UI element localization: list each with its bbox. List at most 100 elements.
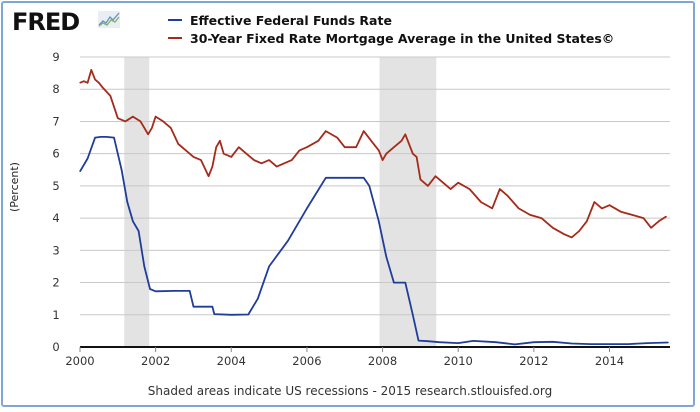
data-point-fedfunds bbox=[100, 136, 102, 138]
data-point-mortgage bbox=[442, 182, 444, 184]
data-point-mortgage bbox=[608, 204, 611, 206]
y-tick-label: 0 bbox=[52, 340, 59, 354]
x-tick-label: 2002 bbox=[141, 354, 170, 368]
y-tick-label: 4 bbox=[52, 211, 59, 225]
data-point-mortgage bbox=[177, 143, 179, 145]
data-point-mortgage bbox=[283, 162, 285, 164]
legend-swatch-mortgage bbox=[168, 37, 182, 39]
chart-frame bbox=[1, 1, 695, 407]
data-point-fedfunds bbox=[79, 170, 81, 172]
y-tick-label: 2 bbox=[52, 276, 59, 290]
data-point-mortgage bbox=[540, 217, 543, 219]
data-point-mortgage bbox=[571, 236, 573, 239]
data-point-fedfunds bbox=[385, 256, 387, 258]
data-point-mortgage bbox=[98, 82, 100, 84]
y-tick-label: 5 bbox=[52, 179, 59, 193]
data-point-mortgage bbox=[450, 188, 452, 190]
data-point-mortgage bbox=[276, 165, 278, 168]
data-point-mortgage bbox=[363, 130, 365, 132]
data-point-mortgage bbox=[230, 156, 232, 158]
data-point-mortgage bbox=[529, 214, 531, 216]
data-point-mortgage bbox=[207, 175, 210, 177]
data-point-fedfunds bbox=[325, 177, 327, 179]
data-point-fedfunds bbox=[189, 290, 191, 292]
data-point-fedfunds bbox=[378, 220, 380, 222]
x-tick-label: 2010 bbox=[444, 354, 473, 368]
fred-logo: FRED bbox=[12, 8, 80, 36]
data-point-mortgage bbox=[79, 82, 81, 84]
data-point-fedfunds bbox=[155, 290, 157, 292]
data-point-fedfunds bbox=[438, 341, 440, 343]
data-point-mortgage bbox=[298, 149, 300, 152]
data-point-mortgage bbox=[506, 194, 508, 197]
data-point-mortgage bbox=[192, 156, 195, 158]
data-point-mortgage bbox=[325, 130, 327, 132]
data-point-mortgage bbox=[593, 201, 595, 203]
data-point-mortgage bbox=[117, 117, 119, 119]
series-line-fedfunds bbox=[79, 135, 669, 346]
data-point-mortgage bbox=[457, 182, 459, 184]
y-tick-label: 1 bbox=[52, 308, 59, 322]
data-point-mortgage bbox=[586, 220, 588, 222]
data-point-mortgage bbox=[155, 116, 157, 118]
data-point-fedfunds bbox=[143, 265, 145, 268]
data-point-fedfunds bbox=[417, 339, 420, 342]
data-point-mortgage bbox=[518, 207, 520, 210]
data-point-fedfunds bbox=[552, 341, 554, 343]
x-tick-label: 2006 bbox=[292, 354, 321, 368]
data-point-mortgage bbox=[132, 116, 134, 118]
data-point-mortgage bbox=[385, 153, 387, 155]
data-point-fedfunds bbox=[94, 136, 96, 139]
data-point-mortgage bbox=[211, 165, 213, 168]
data-point-mortgage bbox=[124, 120, 126, 123]
recession-band-1 bbox=[379, 57, 437, 347]
legend-label-fedfunds: Effective Federal Funds Rate bbox=[190, 12, 392, 28]
data-point-fedfunds bbox=[126, 201, 128, 203]
data-point-mortgage bbox=[419, 178, 421, 181]
data-point-mortgage bbox=[468, 188, 471, 190]
data-point-mortgage bbox=[404, 133, 406, 135]
data-point-fedfunds bbox=[121, 169, 123, 171]
data-point-fedfunds bbox=[589, 343, 592, 345]
data-point-mortgage bbox=[416, 156, 418, 158]
y-tick-label: 3 bbox=[52, 243, 59, 257]
data-point-mortgage bbox=[260, 162, 263, 164]
data-point-fedfunds bbox=[627, 343, 629, 345]
y-tick-label: 7 bbox=[52, 114, 59, 128]
data-point-fedfunds bbox=[368, 185, 370, 187]
data-point-fedfunds bbox=[495, 341, 497, 343]
legend: Effective Federal Funds Rate 30-Year Fix… bbox=[168, 11, 614, 47]
data-point-mortgage bbox=[381, 159, 384, 161]
data-point-mortgage bbox=[393, 146, 395, 148]
data-point-mortgage bbox=[480, 201, 482, 203]
data-point-mortgage bbox=[434, 175, 437, 177]
data-point-fedfunds bbox=[427, 340, 429, 342]
data-point-fedfunds bbox=[608, 343, 611, 345]
data-point-mortgage bbox=[400, 140, 403, 142]
data-point-mortgage bbox=[370, 140, 372, 142]
data-point-mortgage bbox=[139, 120, 142, 123]
data-point-fedfunds bbox=[257, 298, 259, 300]
data-point-fedfunds bbox=[86, 157, 89, 160]
data-point-fedfunds bbox=[268, 265, 270, 268]
data-point-fedfunds bbox=[457, 342, 459, 344]
y-tick-label: 9 bbox=[52, 50, 59, 64]
data-point-mortgage bbox=[215, 146, 217, 148]
data-point-mortgage bbox=[219, 140, 221, 142]
data-point-fedfunds bbox=[247, 313, 249, 316]
data-point-fedfunds bbox=[192, 306, 195, 308]
data-point-fedfunds bbox=[646, 342, 648, 344]
data-point-fedfunds bbox=[213, 313, 215, 315]
data-point-mortgage bbox=[170, 127, 172, 129]
data-point-mortgage bbox=[90, 69, 92, 71]
data-point-mortgage bbox=[336, 136, 338, 139]
data-point-mortgage bbox=[344, 146, 346, 148]
data-point-mortgage bbox=[306, 146, 308, 148]
data-point-mortgage bbox=[102, 87, 104, 89]
data-point-mortgage bbox=[631, 214, 633, 216]
data-point-mortgage bbox=[162, 120, 164, 123]
data-point-mortgage bbox=[601, 207, 603, 210]
recession-band-0 bbox=[124, 57, 150, 347]
data-point-fedfunds bbox=[393, 281, 395, 284]
